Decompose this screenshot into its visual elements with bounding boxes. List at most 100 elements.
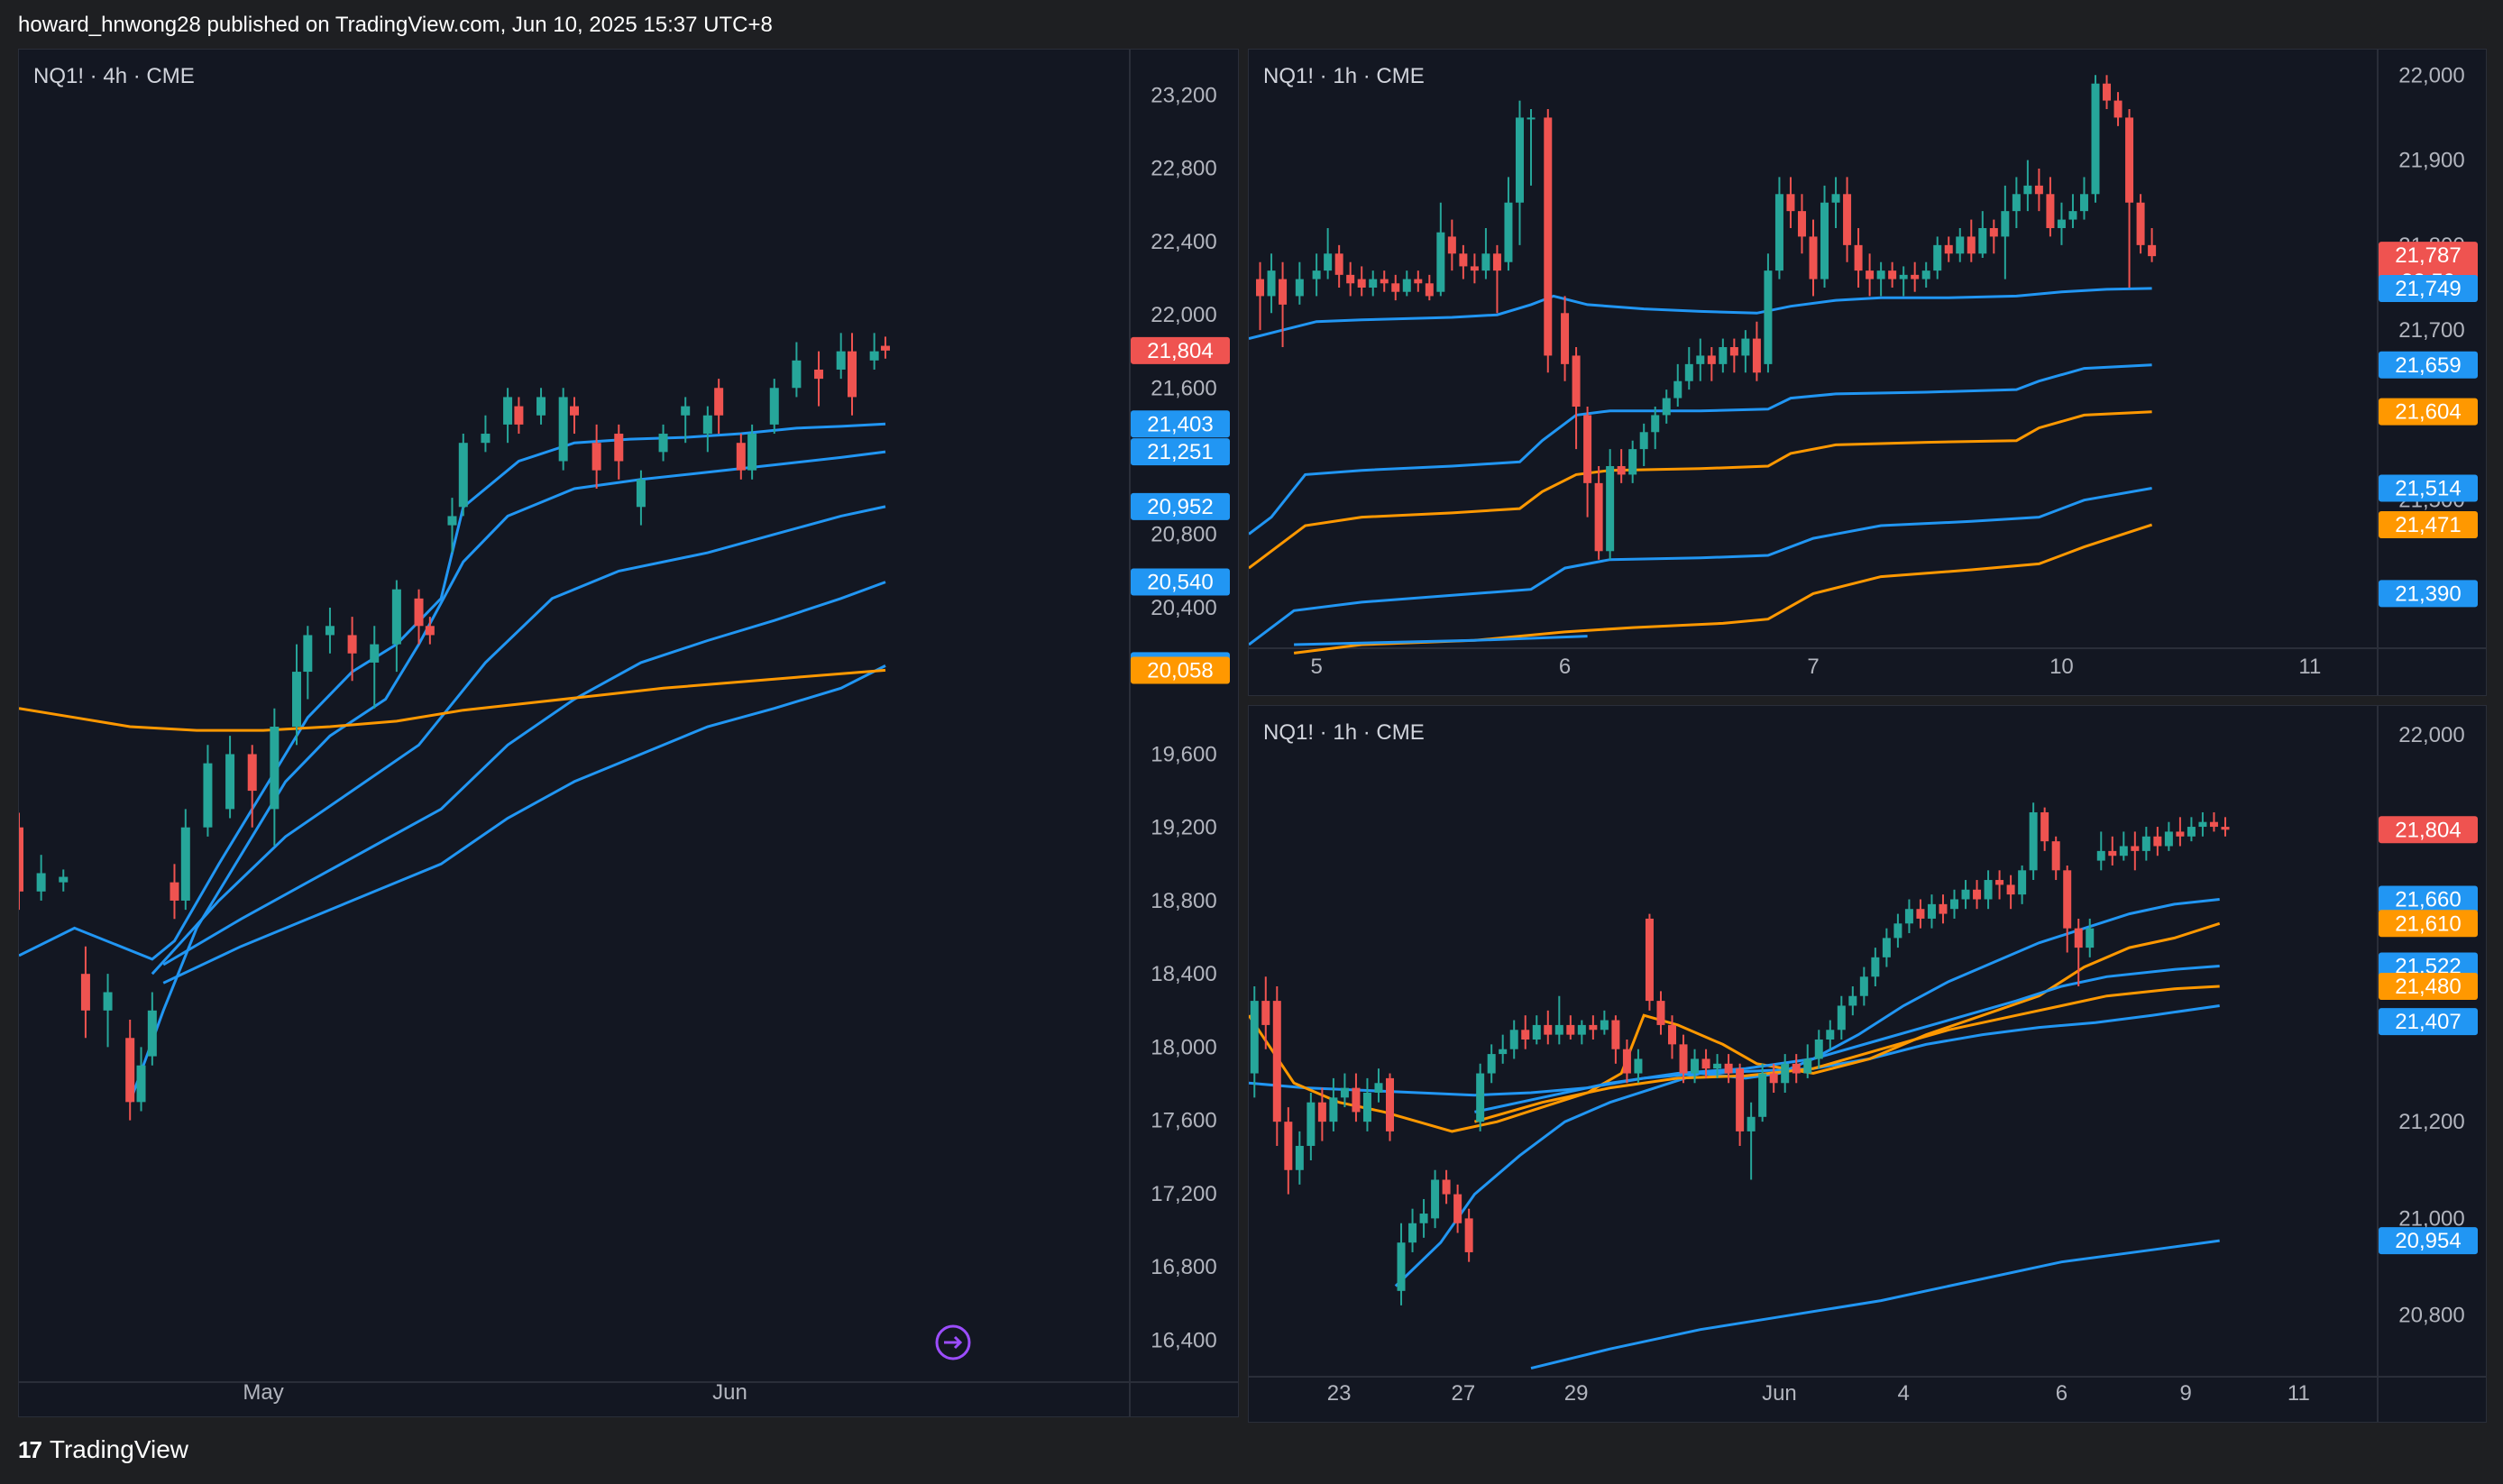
y-tick-label: 22,800 — [1151, 157, 1216, 181]
price-tag-label: 21,660 — [2395, 887, 2461, 911]
candle-body — [1950, 899, 1958, 910]
candle-body — [1583, 415, 1592, 483]
x-tick-label: 5 — [1310, 655, 1322, 679]
candle-body — [1617, 466, 1626, 475]
candle-body — [2153, 836, 2162, 847]
candle-body — [1261, 1001, 1270, 1025]
y-tick-label: 20,800 — [2398, 1304, 2464, 1328]
candle-body — [636, 479, 646, 508]
candle-body — [1956, 236, 1965, 254]
ema-line — [1530, 1239, 2220, 1370]
candle-body — [769, 388, 779, 425]
candle-body — [2046, 194, 2055, 228]
candle-body — [80, 974, 90, 1011]
candle-body — [1939, 903, 1948, 914]
candle-body — [1944, 244, 1953, 254]
candle-body — [1854, 244, 1863, 271]
candle-body — [1961, 889, 1970, 900]
candle-body — [1973, 889, 1982, 900]
candle-body — [1447, 236, 1456, 254]
candle-body — [2091, 83, 2100, 195]
candle-body — [1589, 1024, 1598, 1031]
price-tag-badge — [2379, 580, 2478, 608]
candle-body — [2029, 811, 2038, 871]
candle-body — [425, 626, 435, 636]
candle-body — [1329, 1097, 1338, 1122]
candle-body — [1781, 1063, 1790, 1084]
candle-body — [1317, 1102, 1326, 1122]
chart-panel-1h-top[interactable]: 22,00021,90021,80021,70021,60021,5005671… — [1248, 49, 2487, 696]
candle-body — [2221, 827, 2230, 830]
candle-body — [2074, 928, 2083, 948]
candle-body — [1893, 923, 1902, 939]
candle-body — [1561, 313, 1570, 364]
candle-body — [1866, 270, 1875, 279]
candle-body — [836, 351, 846, 370]
candle-body — [1741, 338, 1750, 356]
price-tag-badge — [2379, 885, 2478, 913]
candle-body — [1436, 232, 1445, 292]
candle-body — [1481, 253, 1490, 271]
ema-line — [19, 422, 886, 961]
y-tick-label: 17,600 — [1151, 1109, 1216, 1133]
candle-body — [848, 351, 857, 398]
candle-body — [1673, 380, 1682, 398]
chart-1h-bottom-svg[interactable]: 22,000 21,200 21,000 20,800 23 27 29 Jun 4 6 9 11 21… — [1249, 706, 2486, 1422]
candle-body — [2051, 841, 2060, 871]
price-tag-label: 21,610 — [2395, 911, 2461, 936]
candle-body — [1933, 244, 1942, 271]
price-tag-badge — [2379, 952, 2478, 980]
chart-panel-4h[interactable]: 23,200 22,800 22,400 22,000 21,600 20,800 20,4… — [18, 49, 1239, 1417]
scroll-to-realtime-button[interactable] — [935, 1324, 971, 1360]
candle-body — [1374, 1083, 1383, 1093]
price-tag-badge — [2379, 351, 2478, 379]
chart-panel-1h-bottom[interactable]: 22,000 21,200 21,000 20,800 23 27 29 Jun 4 6 9 11 21… — [1248, 705, 2487, 1423]
candle-body — [1307, 1102, 1316, 1146]
candle-body — [1634, 1058, 1643, 1074]
candle-body — [1414, 279, 1423, 284]
y-tick-label: 17,200 — [1151, 1182, 1216, 1206]
candle-body — [880, 345, 890, 351]
candle-body — [1544, 1024, 1553, 1035]
candle-body — [591, 443, 601, 471]
candle-body — [1622, 1049, 1631, 1074]
candle-body — [1911, 274, 1920, 279]
candle-body — [1312, 270, 1321, 279]
price-tag-badge — [2379, 474, 2478, 502]
candle-body — [1397, 1242, 1406, 1291]
ema-line — [128, 450, 886, 1103]
candle-body — [1554, 1024, 1563, 1035]
candle-body — [180, 827, 190, 901]
y-tick-label: 22,000 — [2398, 723, 2464, 747]
candle-body — [1340, 1087, 1349, 1098]
candle-body — [391, 589, 401, 645]
chart-1h-top-svg[interactable]: 22,00021,90021,80021,70021,60021,5005671… — [1249, 50, 2486, 695]
price-tag-badge — [2379, 398, 2478, 426]
candle-body — [1639, 432, 1648, 450]
chart-4h-svg[interactable]: 23,200 22,800 22,400 22,000 21,600 20,800 20,4… — [19, 50, 1238, 1416]
candle-body — [1357, 279, 1366, 288]
candle-body — [1628, 449, 1637, 475]
candle-body — [1324, 253, 1333, 271]
candle-body — [1380, 279, 1389, 284]
price-tag-badge — [1131, 656, 1230, 684]
candle-body — [1888, 270, 1897, 279]
candle-body — [1978, 228, 1987, 254]
arrow-right-icon[interactable] — [944, 1335, 963, 1350]
candle-body — [447, 516, 457, 526]
scroll-realtime-icon[interactable] — [935, 1324, 971, 1360]
candle-body — [1386, 1077, 1394, 1131]
candle-body — [458, 443, 468, 508]
price-tag-badge — [2379, 274, 2478, 302]
price-tag-label: 21,403 — [1147, 412, 1213, 436]
y-tick-label: 20,400 — [1151, 596, 1216, 620]
candle-body — [2119, 846, 2128, 857]
candle-body — [1764, 270, 1773, 364]
price-tag-label: 21,749 — [2395, 277, 2461, 301]
candle-body — [658, 434, 668, 453]
candle-body — [1803, 1058, 1812, 1074]
price-tag-label: 21,804 — [1147, 339, 1213, 363]
candle-body — [2057, 219, 2066, 228]
ema-line — [162, 581, 886, 966]
candle-body — [1279, 279, 1288, 305]
